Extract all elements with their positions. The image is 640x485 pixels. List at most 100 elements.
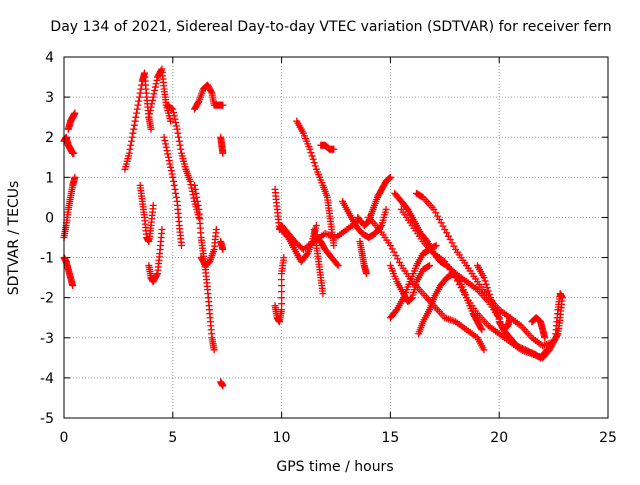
data-point: [174, 129, 182, 137]
data-point: [193, 193, 201, 201]
data-point: [145, 113, 153, 121]
data-series-arc-af: [397, 205, 553, 362]
data-point: [171, 115, 179, 123]
data-point: [127, 141, 135, 149]
data-point: [385, 175, 393, 183]
data-point: [334, 262, 342, 270]
data-points: [60, 65, 566, 390]
data-series-arc-aa: [365, 213, 488, 354]
data-series-arc-aj: [545, 290, 566, 354]
data-point: [168, 170, 176, 178]
data-point: [280, 254, 288, 262]
data-point: [151, 86, 159, 94]
data-point: [167, 163, 175, 171]
data-point: [219, 382, 227, 390]
data-point: [306, 145, 314, 153]
data-point: [382, 205, 390, 213]
data-point: [485, 290, 493, 298]
data-point: [172, 189, 180, 197]
data-series-arc-a: [60, 133, 78, 157]
data-point: [362, 270, 370, 278]
data-point: [71, 173, 79, 181]
x-tick-label: 20: [490, 430, 508, 446]
data-point: [178, 242, 186, 250]
data-point: [176, 141, 184, 149]
data-point: [482, 280, 490, 288]
data-series-arc-d: [64, 109, 79, 133]
data-point: [132, 113, 140, 121]
data-point: [71, 109, 79, 117]
data-point: [129, 129, 137, 137]
data-point: [125, 149, 133, 157]
data-point: [311, 162, 319, 170]
y-tick-label: 2: [45, 130, 54, 146]
data-point: [219, 149, 227, 157]
data-point: [553, 331, 561, 339]
data-series-arc-m: [191, 81, 227, 113]
data-series-arc-z: [356, 238, 370, 278]
data-point: [333, 260, 341, 268]
y-axis-label: SDTVAR / TECUs: [6, 181, 22, 296]
data-point: [170, 112, 178, 120]
data-point: [163, 147, 171, 155]
data-point: [278, 282, 286, 290]
data-series-arc-f: [136, 181, 157, 246]
data-series-arc-h: [145, 65, 175, 125]
data-point: [173, 125, 181, 133]
data-point: [69, 282, 77, 290]
data-point: [194, 98, 202, 106]
x-tick-label: 15: [381, 430, 399, 446]
y-tick-label: -2: [40, 291, 54, 307]
data-point: [481, 277, 489, 285]
x-tick-label: 5: [168, 430, 177, 446]
y-tick-label: -1: [40, 251, 54, 267]
data-point: [407, 294, 415, 302]
grid-lines: [64, 57, 608, 418]
data-series-arc-ai: [528, 314, 549, 342]
chart-title: Day 134 of 2021, Sidereal Day-to-day VTE…: [50, 19, 611, 35]
data-point: [552, 330, 560, 338]
data-point: [162, 140, 170, 148]
data-point: [480, 346, 488, 354]
data-point: [480, 274, 488, 282]
data-point: [130, 125, 138, 133]
data-point: [164, 150, 172, 158]
data-point: [153, 271, 161, 279]
y-tick-label: 1: [45, 170, 54, 186]
data-point: [70, 149, 78, 157]
y-tick-label: 3: [45, 90, 54, 106]
data-point: [151, 83, 159, 91]
data-series-arc-e: [121, 69, 155, 173]
y-tick-label: 4: [45, 50, 54, 66]
data-point: [166, 160, 174, 168]
data-point: [133, 105, 141, 113]
x-tick-label: 0: [60, 430, 69, 446]
data-series-arc-q: [271, 254, 288, 326]
data-series-arc-l: [197, 225, 220, 270]
data-point: [312, 221, 320, 229]
data-point: [319, 290, 327, 298]
data-point: [541, 334, 549, 342]
y-tick-label: -3: [40, 331, 54, 347]
data-series-arc-o: [217, 238, 227, 254]
data-point: [164, 153, 172, 161]
data-point: [307, 149, 315, 157]
data-point: [170, 177, 178, 185]
data-point: [278, 294, 286, 302]
data-point: [148, 96, 156, 104]
data-point: [187, 181, 195, 189]
data-point: [278, 288, 286, 296]
data-point: [278, 276, 286, 284]
data-point: [175, 137, 183, 145]
data-point: [130, 121, 138, 129]
data-point: [171, 185, 179, 193]
data-series-arc-v: [310, 229, 342, 270]
data-point: [131, 117, 139, 125]
data-point: [172, 119, 180, 127]
data-point: [308, 152, 316, 160]
data-point: [134, 101, 142, 109]
data-point: [407, 295, 415, 303]
data-point: [135, 97, 143, 105]
axis-ticks: -5 -4 -3 -2 -1 0 1 2 3 4 0 5 10 15 20 25: [40, 50, 617, 446]
